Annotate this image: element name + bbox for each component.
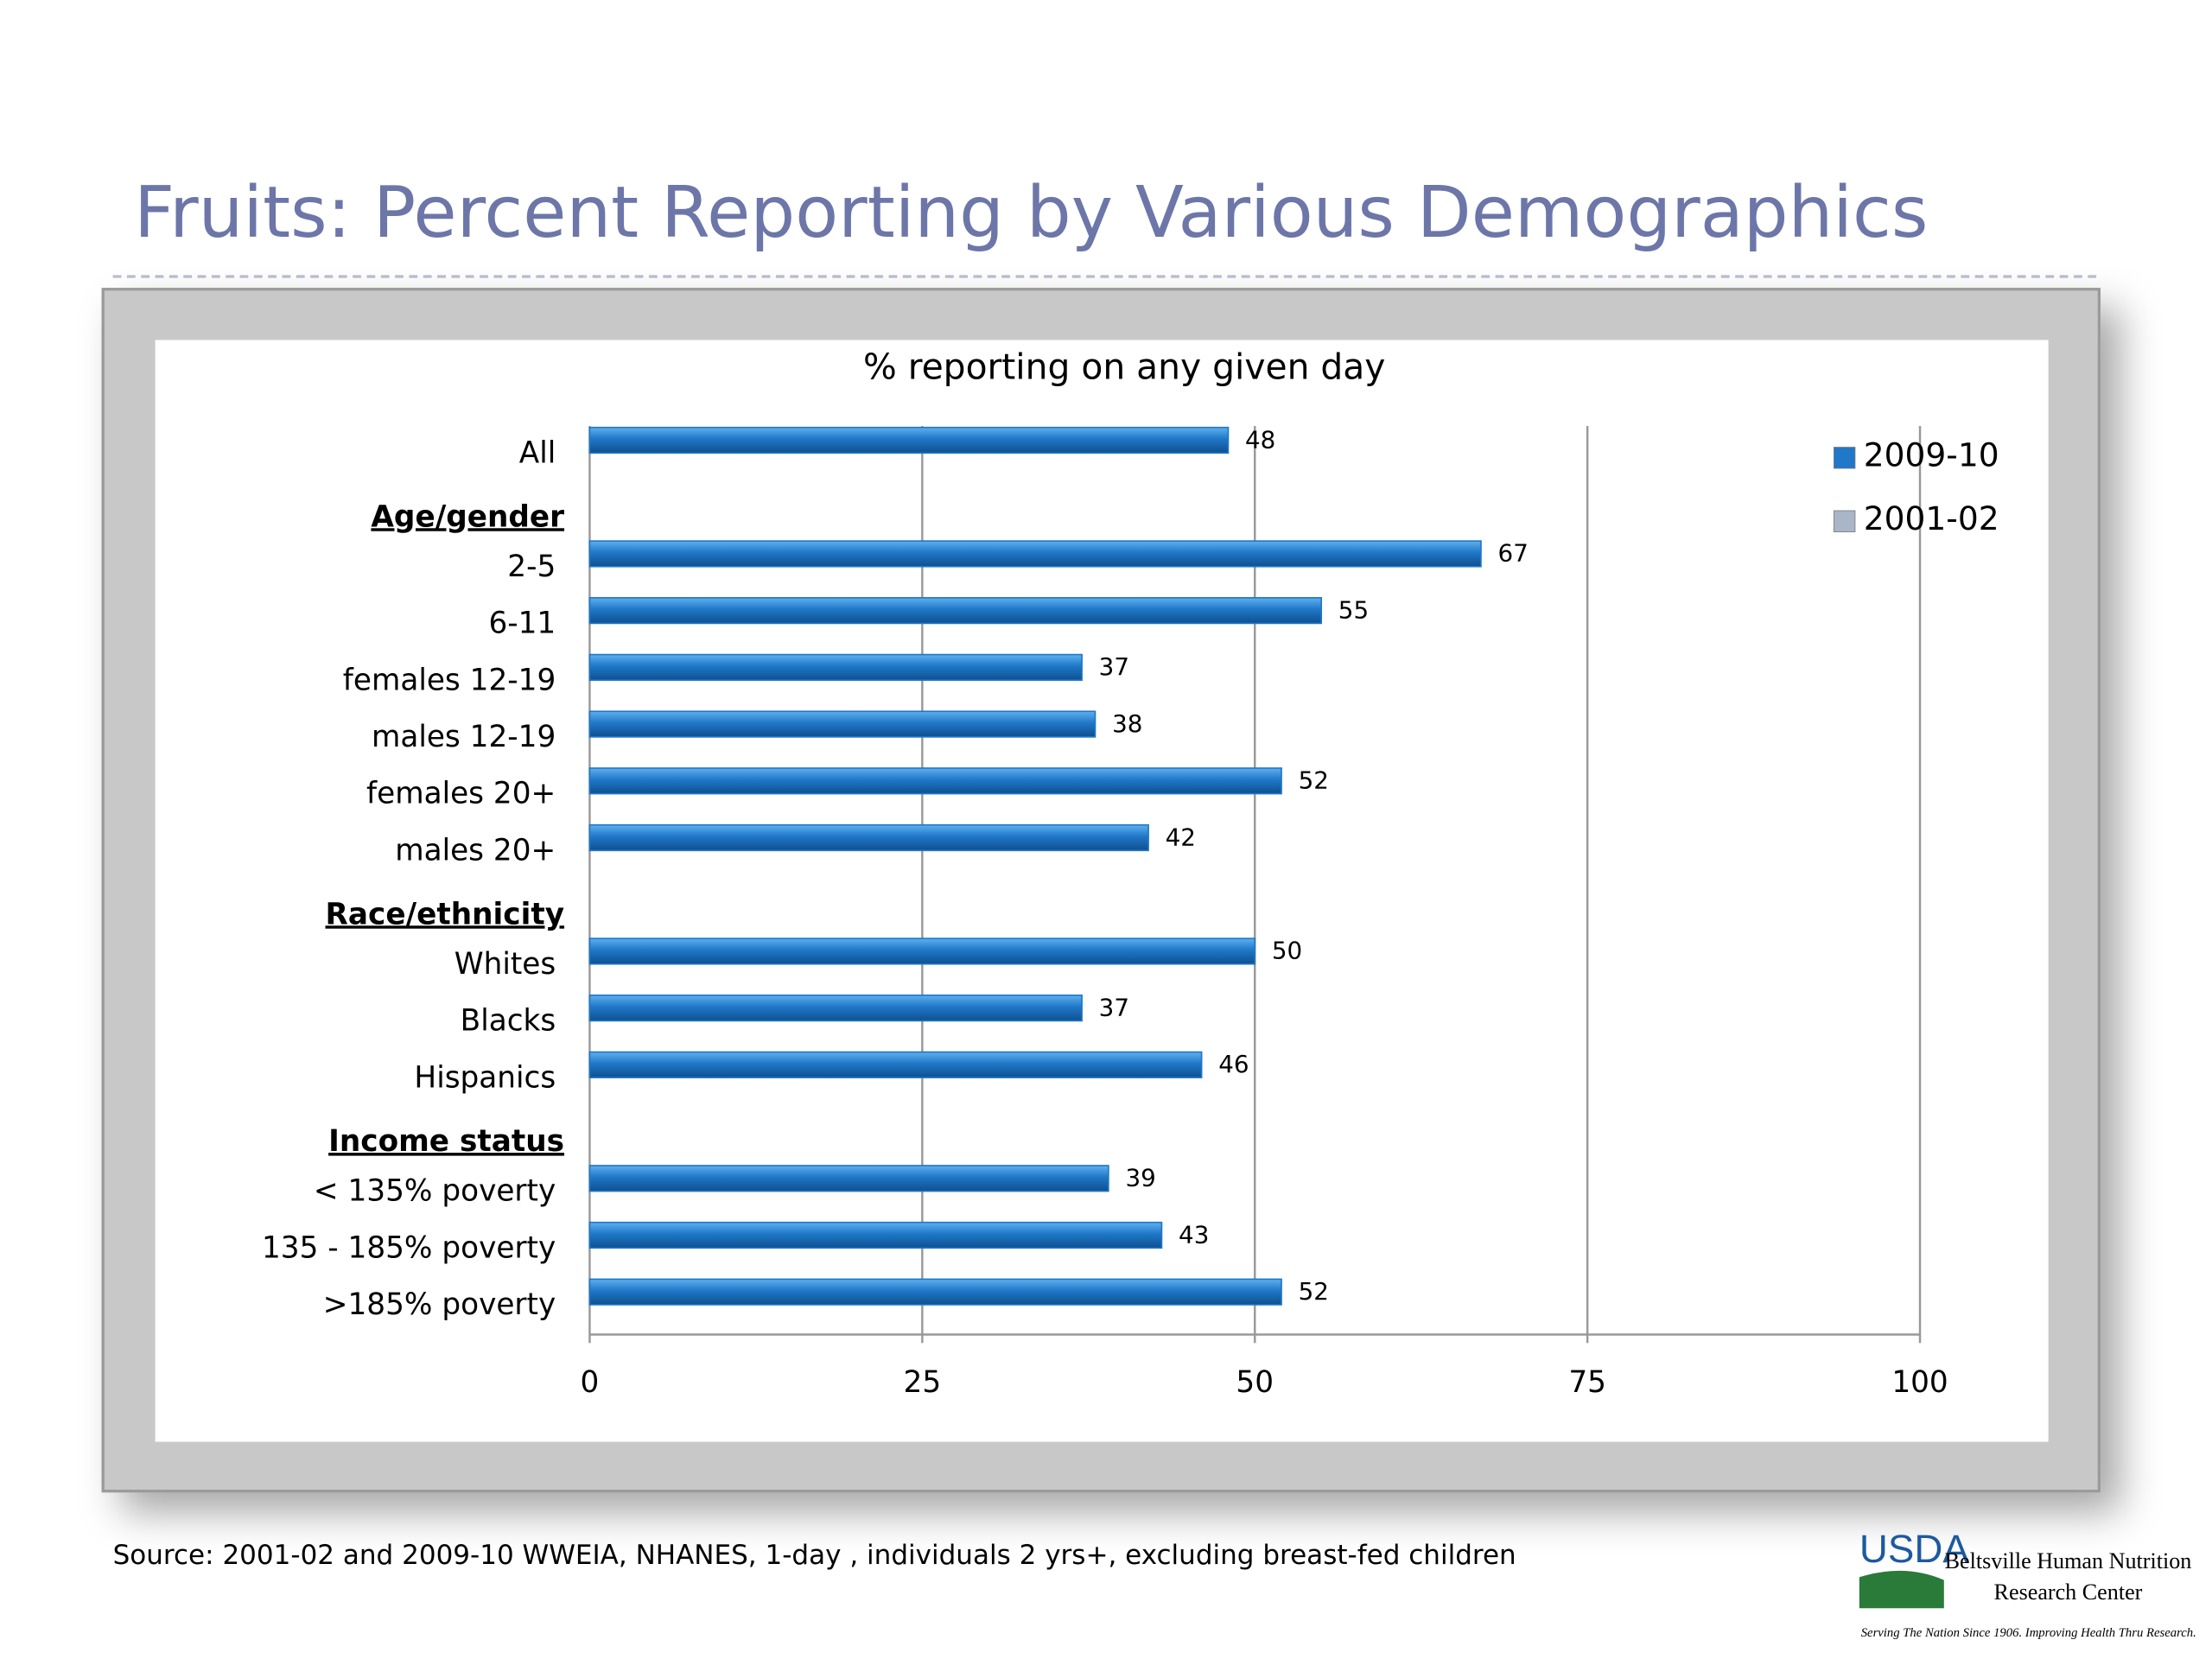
y-tick-label: Whites — [454, 947, 556, 982]
bar — [588, 597, 1323, 625]
x-tick-label: 50 — [1236, 1365, 1274, 1400]
slide-title: Fruits: Percent Reporting by Various Dem… — [134, 172, 1928, 254]
data-label: 42 — [1166, 823, 1196, 851]
logo-center: Research Center — [1994, 1580, 2143, 1605]
data-label: 48 — [1245, 425, 1275, 454]
bar — [588, 823, 1149, 852]
legend-label: 2001-02 — [1864, 499, 1999, 537]
logo-center: Beltsville Human Nutrition — [1945, 1548, 2192, 1573]
data-label: 37 — [1099, 993, 1129, 1021]
logo-name: USDA — [1859, 1527, 1969, 1571]
y-tick-label: >185% poverty — [323, 1287, 556, 1322]
logo-motto: Serving The Nation Since 1906. Improving… — [1861, 1626, 2196, 1640]
bar — [588, 540, 1482, 568]
x-tick-label: 25 — [904, 1365, 942, 1400]
chart-area — [155, 340, 2049, 1442]
data-label: 52 — [1299, 1277, 1329, 1306]
category-header: Race/ethnicity — [326, 897, 565, 931]
chart-title: % reporting on any given day — [863, 346, 1385, 388]
y-tick-label: All — [519, 435, 556, 470]
bar — [588, 426, 1230, 454]
data-label: 50 — [1272, 937, 1302, 965]
y-tick-label: Blacks — [461, 1004, 556, 1039]
data-label: 38 — [1112, 709, 1142, 738]
bar — [588, 1051, 1203, 1078]
data-label: 55 — [1338, 595, 1369, 624]
y-tick-label: males 12-19 — [372, 720, 556, 754]
x-tick-label: 100 — [1891, 1365, 1948, 1400]
data-label: 43 — [1179, 1220, 1209, 1249]
category-header: Age/gender — [371, 499, 564, 534]
y-tick-label: 6-11 — [488, 607, 556, 641]
data-label: 39 — [1125, 1164, 1155, 1192]
source-note: Source: 2001-02 and 2009-10 WWEIA, NHANE… — [113, 1540, 1516, 1571]
bar — [588, 710, 1096, 738]
bar — [588, 767, 1282, 795]
data-label: 46 — [1218, 1050, 1249, 1078]
logo-graphic — [1859, 1570, 1944, 1609]
x-tick-label: 75 — [1568, 1365, 1606, 1400]
legend-swatch — [1834, 447, 1856, 469]
legend-swatch — [1834, 510, 1856, 532]
bar — [588, 1221, 1163, 1249]
data-label: 67 — [1498, 539, 1529, 568]
y-tick-label: males 20+ — [395, 833, 556, 868]
bar — [588, 995, 1083, 1022]
bar — [588, 1165, 1109, 1192]
bar — [588, 938, 1256, 965]
data-label: 37 — [1099, 652, 1129, 681]
category-header: Income status — [328, 1124, 564, 1159]
y-tick-label: females 20+ — [366, 777, 556, 811]
bar — [588, 653, 1083, 681]
bar — [588, 1278, 1282, 1306]
x-tick-label: 0 — [581, 1365, 600, 1400]
y-tick-label: females 12-19 — [343, 663, 556, 697]
data-label: 52 — [1299, 766, 1329, 795]
plot: 0 25 50 75 100 All 48 Age/gender 2-5 67 6-11 55 fema… — [262, 425, 1999, 1400]
y-tick-label: 135 - 185% poverty — [262, 1230, 556, 1265]
y-tick-label: < 135% poverty — [314, 1174, 556, 1209]
y-tick-label: 2-5 — [507, 550, 556, 584]
y-tick-label: Hispanics — [414, 1060, 556, 1095]
legend-label: 2009-10 — [1864, 435, 1999, 474]
